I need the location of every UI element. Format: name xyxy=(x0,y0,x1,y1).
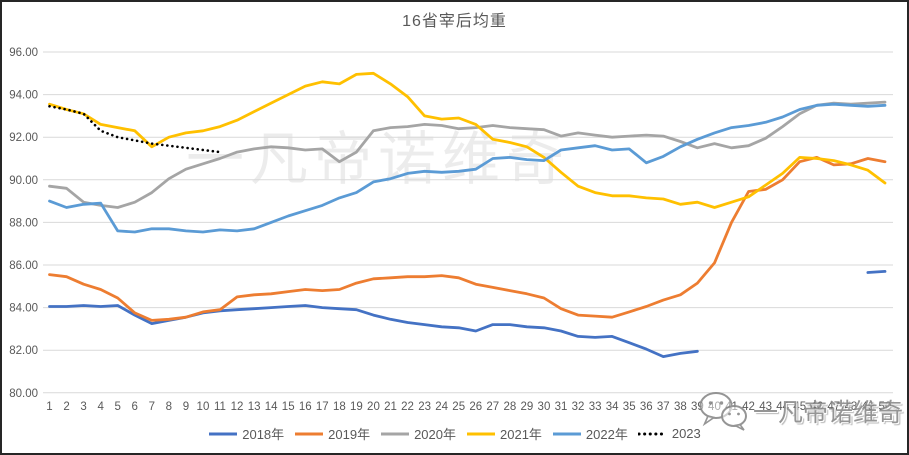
x-tick-label: 28 xyxy=(503,401,516,413)
legend-item-2019年: 2019年 xyxy=(294,424,370,443)
x-tick-label: 23 xyxy=(418,401,431,413)
x-tick-label: 1 xyxy=(46,401,52,413)
x-tick-label: 36 xyxy=(640,401,653,413)
legend-label-2019年: 2019年 xyxy=(328,427,371,442)
x-tick-label: 7 xyxy=(149,401,155,413)
x-tick-label: 15 xyxy=(282,401,295,413)
x-tick-label: 14 xyxy=(265,401,278,413)
y-tick-label: 80.00 xyxy=(9,388,38,400)
x-tick-label: 20 xyxy=(367,401,380,413)
legend-swatch-2020年 xyxy=(381,432,410,435)
chart-title: 16省宰后均重 xyxy=(402,13,507,30)
x-tick-label: 8 xyxy=(166,401,172,413)
gridlines xyxy=(43,51,893,394)
x-tick-label: 12 xyxy=(231,401,244,413)
x-tick-label: 29 xyxy=(521,401,534,413)
x-tick-label: 31 xyxy=(555,401,568,413)
x-tick-label: 25 xyxy=(452,401,465,413)
x-tick-label: 6 xyxy=(132,401,138,413)
legend-item-2018年: 2018年 xyxy=(208,424,284,443)
legend-label-2020年: 2020年 xyxy=(414,427,456,442)
legend-swatch-2018年 xyxy=(209,432,238,435)
series-line-2019年 xyxy=(48,156,887,322)
x-tick-label: 44 xyxy=(776,401,789,413)
x-tick-label: 38 xyxy=(674,401,687,413)
x-tick-label: 47 xyxy=(827,401,840,413)
watermark-corner: 一凡帝诺维奇 xyxy=(697,390,903,432)
x-tick-label: 32 xyxy=(572,401,585,413)
wechat-icon xyxy=(699,392,747,431)
legend-swatch-2023 xyxy=(637,432,668,435)
series-line-2021年 xyxy=(48,71,887,209)
legend-label-2018年: 2018年 xyxy=(242,427,285,442)
x-tick-label: 2 xyxy=(63,401,69,413)
x-tick-label: 33 xyxy=(589,401,602,413)
watermark-corner-text: 一凡帝诺维奇 xyxy=(753,399,904,427)
x-tick-label: 16 xyxy=(299,401,312,413)
x-tick-label: 13 xyxy=(248,401,261,413)
x-tick-label: 48 xyxy=(844,401,857,413)
x-tick-label: 27 xyxy=(486,401,499,413)
x-tick-label: 4 xyxy=(97,401,104,413)
legend-item-2022年: 2022年 xyxy=(552,424,628,443)
x-tick-label: 35 xyxy=(623,401,636,413)
legend-item-2023: 2023 xyxy=(637,426,701,441)
x-tick-label: 49 xyxy=(862,401,875,413)
x-tick-label: 37 xyxy=(657,401,670,413)
series-line-2022年 xyxy=(48,102,887,234)
x-tick-label: 43 xyxy=(759,401,772,413)
x-tick-label: 34 xyxy=(606,401,619,413)
x-tick-label: 46 xyxy=(810,401,823,413)
x-tick-label: 50 xyxy=(879,401,892,413)
legend-swatch-2021年 xyxy=(467,432,495,435)
series-line-2023 xyxy=(48,105,222,154)
y-tick-label: 90.00 xyxy=(9,175,38,187)
x-tick-label: 3 xyxy=(80,401,86,413)
x-tick-label: 18 xyxy=(333,401,346,413)
y-tick-label: 84.00 xyxy=(9,303,38,315)
legend-label-2023: 2023 xyxy=(671,426,701,441)
x-tick-label: 26 xyxy=(469,401,482,413)
x-tick-label: 24 xyxy=(435,401,448,413)
y-tick-label: 88.00 xyxy=(9,217,38,229)
legend-swatch-2019年 xyxy=(295,432,324,435)
y-tick-label: 86.00 xyxy=(9,260,38,272)
y-tick-label: 92.00 xyxy=(9,132,38,144)
legend-item-2021年: 2021年 xyxy=(466,424,542,443)
series-lines xyxy=(48,71,887,358)
x-tick-label: 42 xyxy=(742,401,755,413)
legend-item-2020年: 2020年 xyxy=(380,424,456,443)
x-axis-labels: 1 2 3 4 5 6 7 8 9 10 11 12 13 14 15 16 17 18 19 20 21 22 23 24 2… xyxy=(46,401,891,413)
x-tick-label: 10 xyxy=(197,401,210,413)
legend-swatch-2022年 xyxy=(552,432,581,435)
legend-label-2022年: 2022年 xyxy=(585,427,628,442)
legend: 2018年 2019年 2020年 2021年 2022年 2023 xyxy=(0,424,909,443)
y-tick-label: 94.00 xyxy=(9,90,38,102)
y-axis-labels: 80.00 82.00 84.00 86.00 88.00 90.00 92.00 94.00… xyxy=(9,47,38,400)
x-tick-label: 17 xyxy=(316,401,329,413)
series-line-2020年 xyxy=(48,100,887,209)
x-tick-label: 45 xyxy=(793,401,806,413)
x-tick-label: 19 xyxy=(350,401,363,413)
x-tick-label: 9 xyxy=(183,401,189,413)
x-tick-label: 11 xyxy=(214,401,226,413)
legend-label-2021年: 2021年 xyxy=(500,427,542,442)
series-line-2018年 xyxy=(48,270,887,358)
y-tick-label: 96.00 xyxy=(9,47,38,59)
x-tick-label: 30 xyxy=(538,401,551,413)
x-tick-label: 5 xyxy=(114,401,120,413)
x-tick-label: 22 xyxy=(401,401,414,413)
x-tick-label: 21 xyxy=(384,401,397,413)
y-tick-label: 82.00 xyxy=(9,345,38,357)
